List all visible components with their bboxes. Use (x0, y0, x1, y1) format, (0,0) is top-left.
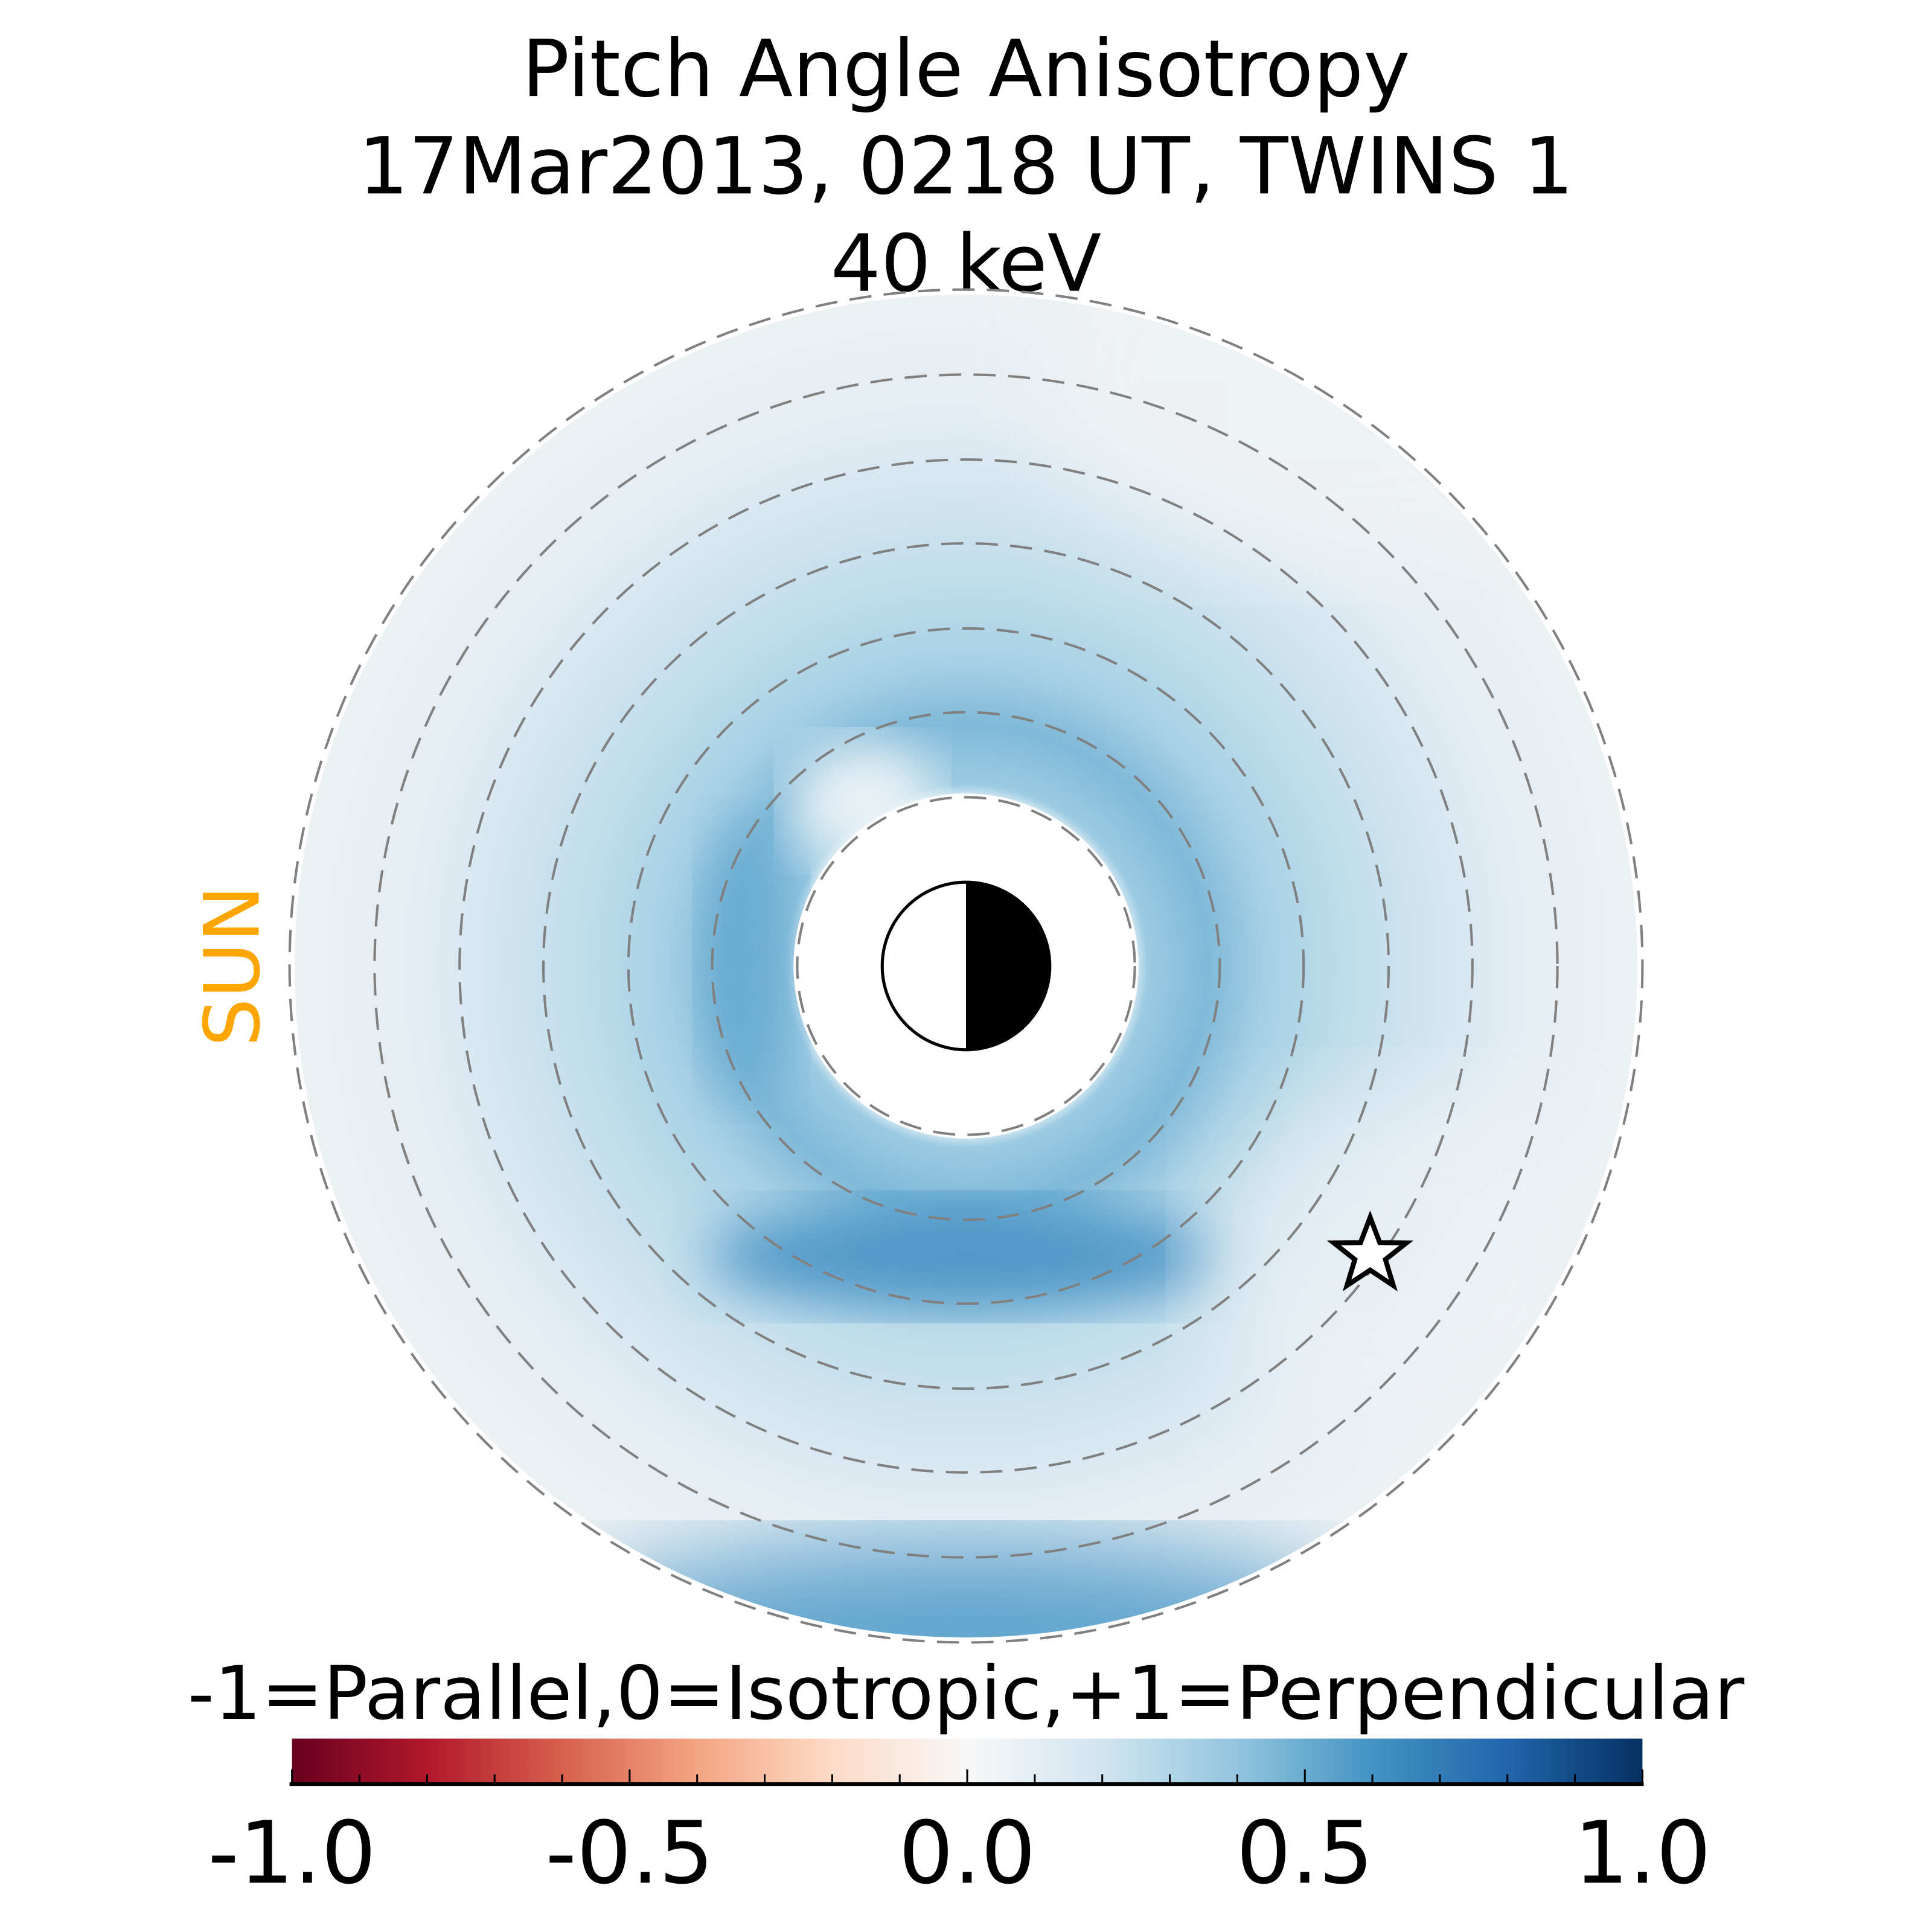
dawn-anisotropy-band (702, 825, 801, 1097)
title-line-2: 17Mar2013, 0218 UT, TWINS 1 (358, 120, 1573, 212)
strong-anisotropy-band (707, 1201, 1225, 1313)
earth-icon (880, 880, 1052, 1052)
isotropic-region (1208, 1084, 1627, 1454)
colorbar-tick-label: 0.5 (1236, 1802, 1374, 1903)
colorbar-label: -1=Parallel,0=Isotropic,+1=Perpendicular (188, 1650, 1745, 1736)
distance-ring-4 (542, 542, 1390, 1390)
colorbar-tick-label: -1.0 (208, 1802, 376, 1903)
title-line-3: 40 keV (831, 218, 1101, 310)
spacecraft-star-icon (1326, 1210, 1414, 1291)
colorbar-tick-labels: -1.0 -0.5 0.0 0.5 1.0 (208, 1802, 1711, 1903)
sun-direction-label: SUN (188, 885, 277, 1047)
distance-ring-7 (288, 288, 1644, 1644)
title: Pitch Angle Anisotropy 17Mar2013, 0218 U… (358, 23, 1573, 309)
title-line-1: Pitch Angle Anisotropy (522, 23, 1410, 115)
distance-ring-3 (627, 627, 1305, 1305)
colorbar: -1=Parallel,0=Isotropic,+1=Perpendicular… (188, 1650, 1745, 1903)
outer-isotropic-region (1035, 294, 1638, 567)
distance-ring-6 (373, 373, 1559, 1559)
colorbar-tick-label: 0.0 (898, 1802, 1035, 1903)
colorbar-ticks (291, 1769, 1643, 1785)
colorbar-tick-label: -0.5 (545, 1802, 714, 1903)
colorbar-tick-label: 1.0 (1574, 1802, 1711, 1903)
distance-rings (288, 288, 1644, 1644)
distance-ring-2 (711, 711, 1221, 1221)
distance-ring-1 (796, 796, 1136, 1136)
distance-ring-5 (458, 458, 1474, 1474)
outer-anisotropy-band (559, 1540, 1373, 1638)
